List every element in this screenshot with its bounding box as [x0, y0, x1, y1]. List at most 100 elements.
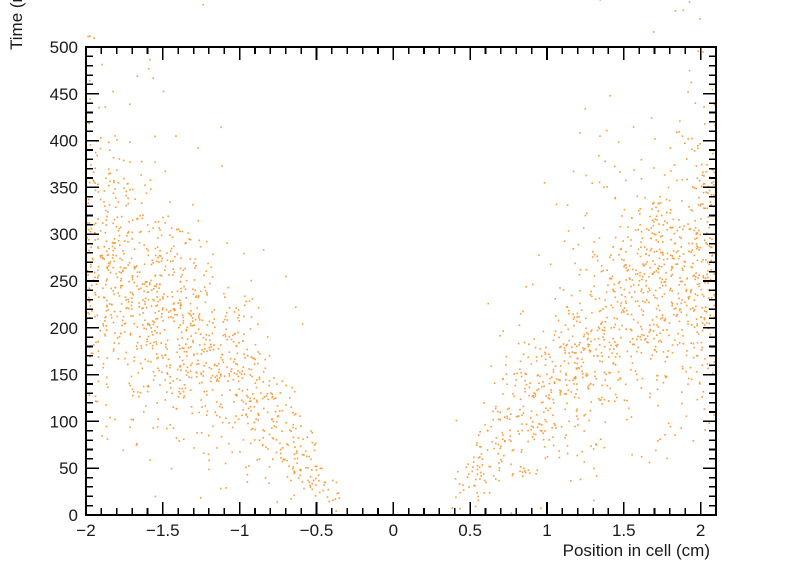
data-point	[673, 164, 676, 166]
data-point	[710, 193, 713, 196]
data-point	[546, 373, 548, 376]
data-point	[691, 249, 694, 251]
data-point	[594, 443, 597, 445]
data-point	[125, 267, 127, 269]
data-point	[700, 341, 703, 344]
data-point	[566, 204, 569, 206]
data-point	[125, 190, 127, 193]
data-point	[206, 292, 208, 294]
data-point	[164, 222, 166, 224]
data-point	[179, 267, 182, 270]
data-point	[197, 296, 200, 299]
data-point	[659, 287, 661, 289]
data-point	[643, 334, 645, 336]
data-point	[602, 308, 604, 310]
data-point	[620, 311, 623, 314]
data-point	[663, 174, 666, 176]
data-point	[117, 358, 120, 360]
data-point	[271, 427, 273, 429]
data-point	[123, 177, 125, 180]
data-point	[109, 180, 111, 183]
data-point	[124, 322, 127, 325]
data-point	[202, 370, 205, 373]
data-point	[494, 442, 497, 445]
data-point	[189, 389, 192, 391]
data-point	[154, 135, 156, 138]
data-point	[462, 489, 465, 492]
data-point	[655, 250, 658, 253]
data-point	[493, 447, 495, 450]
data-point	[706, 322, 708, 324]
data-point	[190, 324, 192, 327]
data-point	[91, 309, 93, 312]
data-point	[154, 161, 156, 163]
data-point	[476, 468, 479, 471]
data-point	[164, 269, 166, 271]
data-point	[246, 473, 249, 476]
y-tick-label: 400	[50, 132, 78, 151]
data-point	[631, 337, 634, 340]
data-point	[527, 356, 530, 359]
data-point	[670, 275, 673, 277]
data-point	[573, 316, 575, 318]
data-point	[685, 354, 688, 357]
data-point	[705, 311, 708, 313]
data-point	[655, 206, 657, 209]
data-point	[243, 252, 245, 255]
data-point	[535, 473, 537, 475]
data-point	[484, 423, 486, 426]
data-point	[597, 337, 600, 340]
data-point	[510, 512, 513, 514]
data-point	[202, 350, 205, 353]
data-point	[585, 212, 588, 215]
data-point	[213, 364, 216, 367]
data-point	[714, 295, 716, 297]
data-point	[587, 333, 590, 336]
data-point	[713, 293, 715, 296]
data-point	[575, 410, 578, 412]
data-point	[221, 394, 223, 396]
data-point	[713, 361, 716, 363]
data-point	[150, 305, 153, 307]
data-point	[263, 407, 265, 410]
data-point	[319, 467, 322, 470]
data-point	[593, 355, 595, 357]
data-point	[636, 350, 638, 353]
data-point	[204, 301, 207, 304]
data-point	[95, 341, 97, 344]
data-point	[109, 416, 111, 419]
data-point	[172, 268, 175, 271]
data-point	[256, 379, 258, 381]
y-tick-label: 500	[50, 38, 78, 57]
data-point	[584, 214, 587, 217]
data-point	[170, 227, 173, 230]
data-point	[631, 453, 633, 456]
x-tick-label: −2	[76, 521, 95, 540]
data-point	[704, 281, 706, 284]
data-point	[210, 376, 212, 379]
data-point	[235, 415, 237, 417]
data-point	[88, 80, 91, 82]
data-point	[519, 368, 521, 371]
data-point	[642, 314, 644, 316]
data-point	[274, 397, 277, 399]
data-point	[478, 466, 481, 469]
data-point	[659, 195, 661, 198]
data-point	[641, 237, 644, 240]
data-point	[599, 360, 601, 363]
data-point	[579, 289, 581, 292]
data-point	[695, 187, 698, 190]
data-point	[293, 471, 296, 474]
data-point	[100, 256, 102, 258]
data-point	[113, 242, 115, 245]
data-point	[176, 377, 178, 380]
data-point	[226, 319, 229, 321]
data-point	[563, 360, 566, 362]
data-point	[647, 229, 650, 232]
data-point	[549, 263, 552, 266]
data-point	[502, 330, 505, 333]
data-point	[681, 329, 683, 331]
data-point	[492, 410, 494, 413]
data-point	[621, 258, 623, 261]
data-point	[581, 370, 583, 373]
